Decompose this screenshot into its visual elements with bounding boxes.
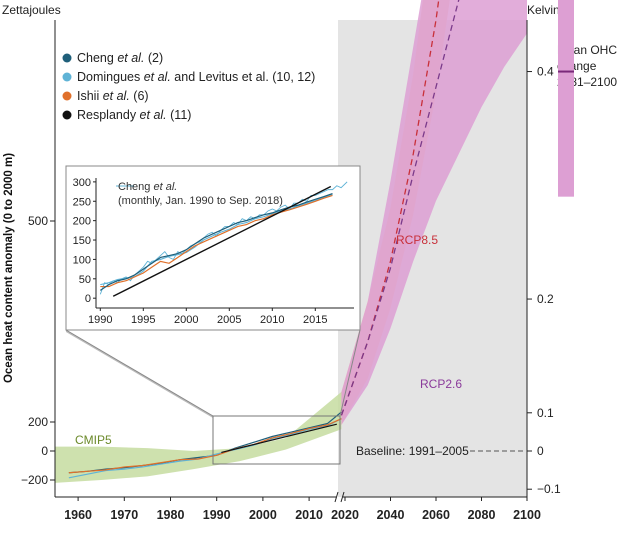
x-tick-label: 1970 (110, 508, 138, 522)
x-tick-label: 1990 (203, 508, 231, 522)
y-axis-title: Ocean heat content anomaly (0 to 2000 m) (3, 153, 15, 383)
x-axis-break (334, 491, 345, 503)
inset-connector-line-right (339, 329, 361, 417)
series-resplandy-et-al-11 (221, 423, 337, 454)
inset-series-cheng (99, 192, 333, 291)
x-tick-label: 2000 (249, 508, 277, 522)
mean-ohc-box-rcp26 (558, 0, 574, 197)
inset-x-tick-label: 2005 (217, 314, 241, 326)
inset-y-tick-label: 250 (73, 196, 91, 208)
mean-ohc-boxes (558, 0, 574, 197)
axes (54, 20, 528, 503)
x-tick-label: 2060 (422, 508, 450, 522)
x-tick-label: 1960 (64, 508, 92, 522)
legend-marker (62, 91, 72, 101)
inset-chart: 0 50 100 150 200 250 300 1990 1995 2000 2005 2010 20… (65, 165, 361, 465)
x-tick-label: 2080 (468, 508, 496, 522)
inset-y-tick-label: 150 (73, 235, 91, 247)
left-tick-label: −200 (21, 473, 48, 487)
band-rcp2-6-range (341, 0, 527, 425)
right-unit-label: Kelvin (527, 3, 560, 17)
right-tick-label: 0.1 (537, 406, 554, 420)
right-tick-label: 0 (537, 444, 544, 458)
left-unit-label: Zettajoules (2, 3, 61, 17)
x-tick-label: 1980 (157, 508, 185, 522)
legend-label: Domingues et al. and Levitus et al. (10,… (77, 70, 315, 84)
legend-marker (62, 53, 72, 63)
right-tick-label: 0.2 (537, 292, 554, 306)
baseline-label: Baseline: 1991–2005 (356, 444, 469, 458)
confidence-bands (55, 0, 527, 483)
left-tick-label: 0 (41, 444, 48, 458)
left-axis-ticks: −20002005001000150020002500 (21, 214, 55, 487)
rcp85-label: RCP8.5 (396, 233, 438, 247)
inset-zoom-box (212, 415, 341, 465)
rcp26-label: RCP2.6 (420, 377, 462, 391)
inset-series-domingues (100, 193, 333, 286)
legend-marker (62, 72, 72, 82)
inset-x-tick-label: 1990 (88, 314, 112, 326)
inset-series-resplandy (112, 185, 332, 297)
x-tick-label: 2100 (513, 508, 541, 522)
inset-series-ishii (100, 194, 333, 288)
series-lines (68, 0, 460, 479)
series-rcp2-6 (340, 0, 460, 416)
right-tick-label: 0.4 (537, 65, 554, 79)
inset-y-tick-label: 300 (73, 177, 91, 189)
legend: Cheng et al. (2) Domingues et al. and Lev… (62, 51, 315, 122)
inset-y-tick-label: 100 (73, 254, 91, 266)
x-axis-ticks: 1960 1970 1980 1990 2000 2010 2020 2040 2060 2080… (64, 497, 541, 522)
inset-frame (65, 165, 361, 331)
band-cmip5-historical (55, 391, 342, 483)
inset-x-tick-label: 1995 (131, 314, 155, 326)
x-tick-label: 2010 (295, 508, 323, 522)
legend-label: Cheng et al. (2) (77, 51, 163, 65)
legend-label: Ishii et al. (6) (77, 89, 149, 103)
inset-y-tick-label: 200 (73, 216, 91, 228)
legend-label: Resplandy et al. (11) (77, 108, 191, 122)
inset-connector-line-left (65, 329, 214, 417)
legend-marker (62, 110, 72, 120)
x-tick-label: 2040 (377, 508, 405, 522)
inset-x-tick-label: 2010 (260, 314, 284, 326)
left-tick-label: 500 (28, 214, 48, 228)
inset-x-tick-label: 2015 (303, 314, 327, 326)
inset-y-tick-label: 50 (79, 274, 91, 286)
inset-legend-line2: (monthly, Jan. 1990 to Sep. 2018) (118, 195, 283, 207)
inset-plot: 0 50 100 150 200 250 300 1990 1995 2000 2005 2010 20… (73, 177, 354, 326)
inset-y-tick-label: 0 (85, 293, 91, 305)
right-tick-label: −0.1 (537, 482, 561, 496)
x-tick-label: 2020 (331, 508, 359, 522)
right-axis-ticks: −0.100.10.20.40.60.81 (527, 65, 561, 496)
series-ishii-et-al-6 (68, 418, 342, 474)
left-tick-label: 200 (28, 415, 48, 429)
inset-x-tick-label: 2000 (174, 314, 198, 326)
series-domingues-et-al-and-levitus-et-al-10-12 (68, 418, 342, 479)
cmip5-label: CMIP5 (75, 433, 112, 447)
inset-legend-line1: Cheng et al. (118, 181, 177, 193)
